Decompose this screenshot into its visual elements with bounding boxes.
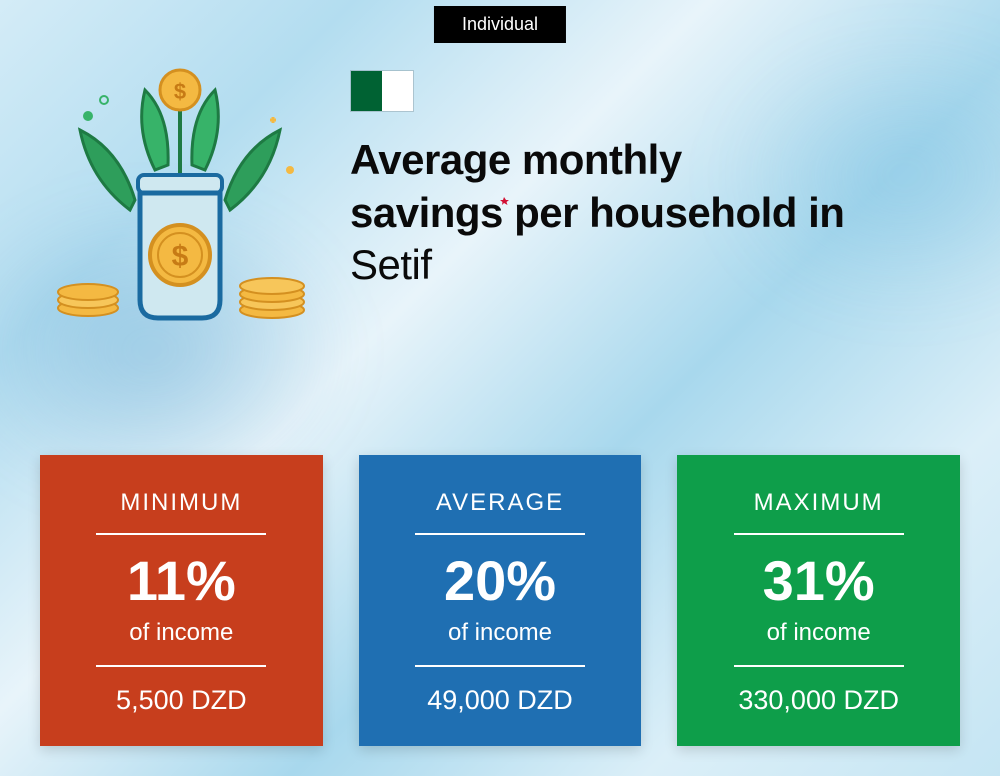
title-line-1: Average monthly	[350, 136, 682, 183]
card-sub: of income	[387, 619, 614, 647]
category-badge: Individual	[434, 6, 566, 43]
card-sub: of income	[705, 619, 932, 647]
card-amount: 5,500 DZD	[68, 685, 295, 716]
card-amount: 330,000 DZD	[705, 685, 932, 716]
card-percent: 11%	[68, 553, 295, 609]
algeria-flag-icon	[350, 70, 414, 112]
svg-text:$: $	[172, 240, 189, 273]
card-label: AVERAGE	[387, 489, 614, 517]
divider	[734, 533, 904, 535]
hero-section: $ $ Average monthly	[40, 60, 960, 340]
card-label: MAXIMUM	[705, 489, 932, 517]
stat-cards-row: MINIMUM 11% of income 5,500 DZD AVERAGE …	[40, 455, 960, 746]
city-name: Setif	[350, 241, 432, 288]
coin-stack-left-icon	[58, 284, 118, 316]
svg-text:$: $	[174, 79, 186, 104]
divider	[415, 533, 585, 535]
divider	[96, 665, 266, 667]
card-percent: 31%	[705, 553, 932, 609]
divider	[96, 533, 266, 535]
page-title: Average monthly savings per household in…	[350, 134, 960, 292]
divider	[734, 665, 904, 667]
title-line-2: savings per household in	[350, 189, 844, 236]
card-amount: 49,000 DZD	[387, 685, 614, 716]
card-label: MINIMUM	[68, 489, 295, 517]
card-sub: of income	[68, 619, 295, 647]
savings-jar-illustration: $ $	[40, 60, 320, 340]
stat-card-average: AVERAGE 20% of income 49,000 DZD	[359, 455, 642, 746]
stat-card-minimum: MINIMUM 11% of income 5,500 DZD	[40, 455, 323, 746]
savings-jar-icon: $	[138, 175, 222, 318]
card-percent: 20%	[387, 553, 614, 609]
hero-text-block: Average monthly savings per household in…	[350, 60, 960, 340]
divider	[415, 665, 585, 667]
coin-stack-right-icon	[240, 278, 304, 318]
stat-card-maximum: MAXIMUM 31% of income 330,000 DZD	[677, 455, 960, 746]
